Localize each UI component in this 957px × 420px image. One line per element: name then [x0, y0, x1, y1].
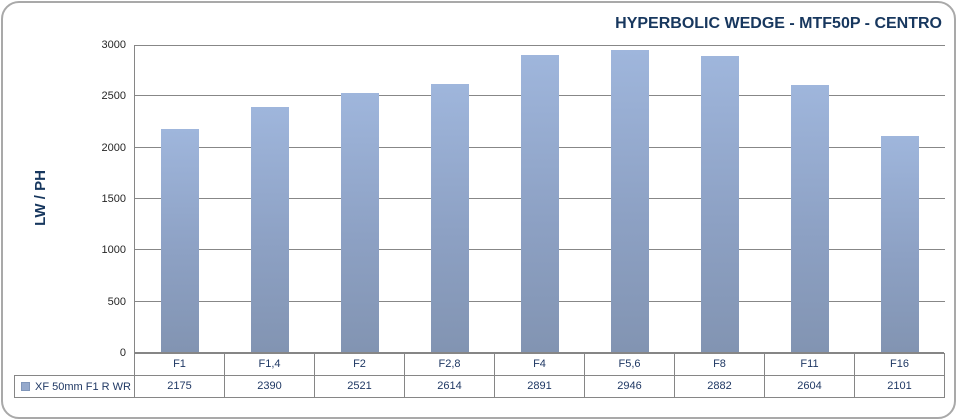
y-axis-tick-labels: 0 500 1000 1500 2000 2500 3000: [58, 39, 126, 359]
bar: [701, 56, 739, 352]
value-cell: 2521: [314, 375, 405, 398]
bar: [521, 55, 559, 352]
bar: [791, 85, 829, 352]
category-cell: F16: [854, 353, 945, 376]
category-cell: F2,8: [404, 353, 495, 376]
category-cell: F8: [674, 353, 765, 376]
bar: [611, 50, 649, 352]
y-tick-label: 2500: [101, 90, 126, 103]
value-cell: 2604: [764, 375, 855, 398]
value-cell: 2946: [584, 375, 675, 398]
y-tick-label: 3000: [101, 39, 126, 51]
category-cell: F1,4: [224, 353, 315, 376]
y-tick-label: 1000: [101, 244, 126, 257]
bar: [251, 107, 289, 352]
legend-series-label: XF 50mm F1 R WR: [35, 380, 131, 393]
bar: [881, 136, 919, 352]
category-cell: F1: [134, 353, 225, 376]
legend: XF 50mm F1 R WR: [14, 375, 135, 398]
y-tick-label: 1500: [101, 193, 126, 205]
category-cell: F5,6: [584, 353, 675, 376]
value-cell: 2101: [854, 375, 945, 398]
y-tick-label: 0: [119, 347, 126, 359]
category-cell: F11: [764, 353, 855, 376]
category-cell: F2: [314, 353, 405, 376]
gridline: [135, 45, 945, 46]
value-cell: 2175: [134, 375, 225, 398]
category-cell: F4: [494, 353, 585, 376]
value-cell: 2882: [674, 375, 765, 398]
value-cell: 2390: [224, 375, 315, 398]
y-tick-label: 2000: [101, 141, 126, 154]
y-axis-title: LW / PH: [32, 170, 49, 226]
legend-key-swatch-icon: [21, 382, 30, 391]
y-tick-label: 500: [107, 295, 126, 308]
chart-title: HYPERBOLIC WEDGE - MTF50P - CENTRO: [615, 15, 942, 32]
plot-area: [134, 45, 945, 353]
bar: [341, 93, 379, 352]
value-cell: 2614: [404, 375, 495, 398]
bar: [431, 84, 469, 352]
bar: [161, 129, 199, 352]
value-cell: 2891: [494, 375, 585, 398]
